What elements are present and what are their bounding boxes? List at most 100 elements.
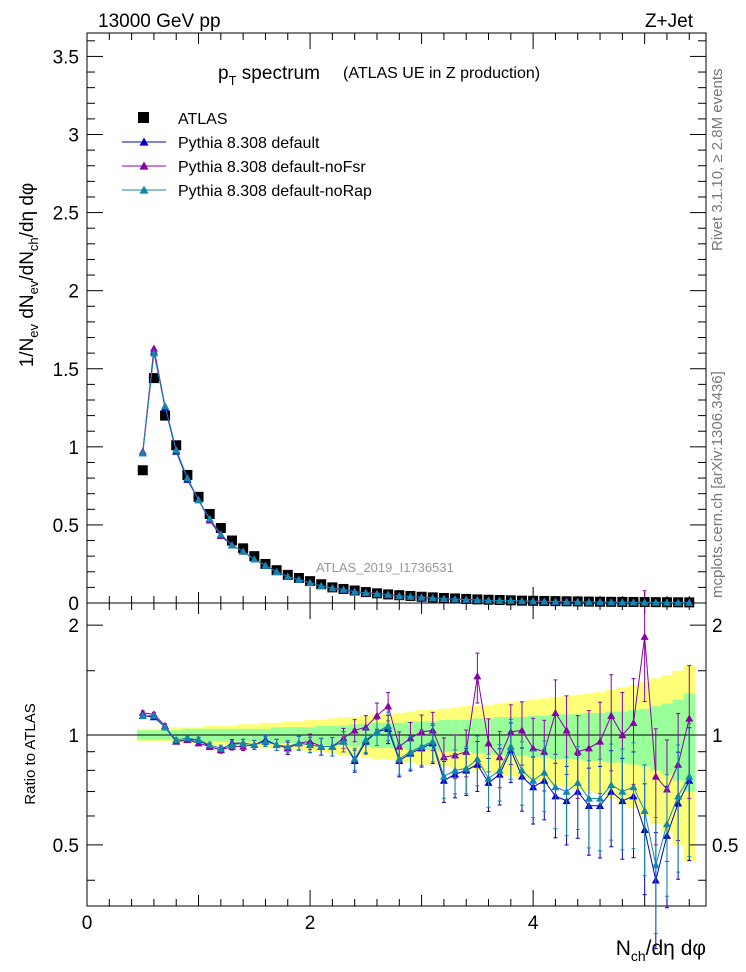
legend-label: Pythia 8.308 default-noRap [178,183,372,200]
atlas-data-point [171,440,182,451]
spectrum-point [205,514,214,522]
spectrum-point [517,596,526,605]
title-sub-t: T [229,73,237,88]
title-p: p [218,63,229,84]
spectrum-point [584,598,593,606]
legend-label: Pythia 8.308 default [178,135,320,152]
ratio-series [138,590,694,950]
ratio-point [239,739,248,747]
lower-y-tick-label: 0.5 [53,836,79,857]
ratio-point [562,787,571,795]
upper-y-tick-label: 2 [68,282,79,303]
spectrum-point [529,597,538,605]
ratio-point [640,806,649,814]
ratio-point [651,772,660,780]
ratio-point [172,735,181,744]
ratio-point [283,742,292,750]
ratio-point [384,721,393,729]
spectrum-point [428,594,437,602]
spectrum-point [239,547,248,555]
spectrum-point [161,402,170,410]
legend-square-marker [138,112,149,123]
ratio-point [651,861,660,869]
ratio-point [428,737,437,745]
ratio-point [495,766,504,774]
legend-triangle-marker [139,137,149,146]
upper-y-tick-label: 1.5 [53,360,79,381]
atlas-data-point [137,465,148,476]
ratio-point [439,753,448,761]
spectrum-point [406,592,415,600]
lower-y-tick-label-right: 2 [712,616,723,637]
spectrum-point [674,598,683,606]
lower-y-tick-label: 2 [68,616,79,637]
spectrum-point [294,575,303,583]
upper-y-axis-label: 1/Nev dNev/dNch/dη dφ [17,183,41,368]
upper-y-tick-label: 3 [68,126,79,147]
ratio-point [584,744,593,752]
spectrum-point [562,597,571,605]
atlas-data-point [204,508,215,519]
upper-y-tick-label: 1 [68,438,79,459]
spectrum-point [361,588,370,597]
ratio-point [473,672,482,680]
ratio-point [529,744,538,752]
ratio-point [685,772,694,780]
spectrum-point [473,595,482,604]
ratio-point [306,740,315,749]
spectrum-point [250,555,259,563]
upper-axis-ticks: 0 0.5 1 1.5 2 2.5 3 3.5 [53,33,706,615]
ratio-point [451,766,460,774]
ratio-point [596,737,605,745]
ratio-series-2 [138,711,694,935]
lower-plot-frame [86,602,707,907]
ratio-point [629,783,638,791]
spectrum-point [227,541,236,549]
ratio-point [584,794,593,802]
spectrum-point [439,594,448,602]
spectrum-point [194,495,203,504]
ratio-point [662,820,671,828]
analysis-watermark: ATLAS_2019_I1736531 [316,560,454,575]
ratio-point [685,714,694,722]
spectrum-point [261,561,270,569]
ratio-point [551,708,560,717]
legend-item: Pythia 8.308 default-noFsr [122,159,366,176]
header-energy: 13000 GeV pp [98,11,221,32]
ratio-point [183,734,192,742]
ratio-point [517,766,526,774]
ratio-point [149,711,158,719]
ratio-point [484,739,493,747]
spectrum-point [149,349,158,357]
upper-plot-title-paren: (ATLAS UE in Z production) [343,65,540,82]
ratio-point [372,727,381,736]
spectrum-point [306,578,315,586]
title-spectrum: spectrum [237,63,320,84]
spectrum-point [540,597,549,605]
ratio-point [607,780,616,789]
ratio-point [540,768,549,776]
ratio-point [384,702,393,710]
ratio-point [227,740,236,749]
lower-y-tick-label-right: 0.5 [712,836,738,857]
spectrum-series-3 [138,349,694,606]
legend: ATLAS Pythia 8.308 default Pythia 8.308 de… [122,111,372,200]
ratio-point [406,747,415,755]
x-tick-label: 4 [528,913,539,934]
inner-uncertainty-band [661,703,674,775]
ratio-point [439,772,448,780]
ratio-point [551,783,560,791]
spectrum-point [551,597,560,605]
legend-label: ATLAS [178,111,228,128]
side-rivet-text: Rivet 3.1.10, ≥ 2.8M events [709,69,726,252]
spectrum-point [417,593,426,601]
atlas-data-point [215,523,226,534]
spectrum-point [685,598,694,606]
x-tick-label: 0 [82,913,93,934]
upper-y-tick-label: 0.5 [53,516,79,537]
ratio-point [462,764,471,772]
upper-y-tick-label: 0 [68,594,79,615]
ratio-point [272,740,281,749]
